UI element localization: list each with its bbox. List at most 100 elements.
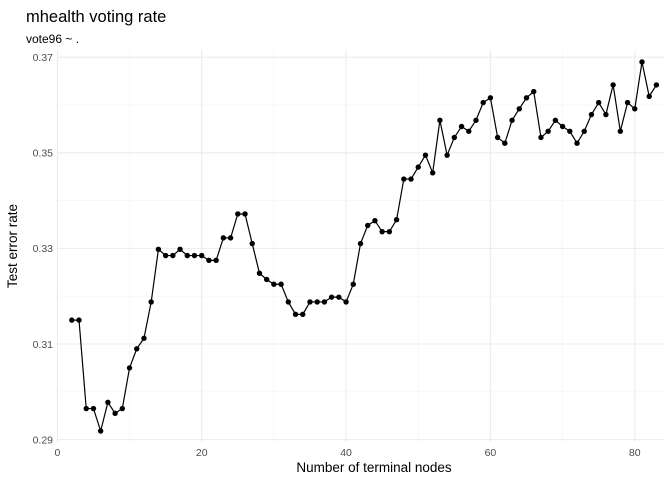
data-point	[328, 294, 335, 300]
data-point	[487, 95, 494, 101]
data-point	[617, 128, 624, 134]
x-tick-label: 40	[340, 447, 352, 459]
data-point	[401, 176, 407, 182]
data-point	[191, 252, 198, 259]
data-point	[458, 123, 465, 130]
data-point	[545, 128, 551, 134]
data-point	[220, 235, 227, 241]
data-point	[256, 270, 263, 276]
data-point	[227, 235, 234, 241]
data-point	[278, 281, 284, 287]
data-point	[444, 152, 450, 158]
chart-title: mhealth voting rate	[26, 8, 166, 26]
data-point	[119, 405, 126, 412]
data-point	[90, 405, 97, 412]
data-point	[559, 123, 566, 130]
data-point	[134, 346, 140, 352]
y-axis-ticks: 0.29 0.31 0.33 0.35 0.37	[33, 52, 54, 446]
data-point	[531, 88, 537, 95]
data-point	[177, 246, 183, 253]
data-point	[393, 217, 400, 223]
data-point	[199, 252, 205, 259]
gridlines	[56, 50, 664, 442]
data-point	[567, 128, 573, 134]
data-point	[343, 299, 349, 305]
data-point	[422, 152, 429, 158]
series-line	[71, 61, 657, 434]
data-point	[97, 428, 104, 434]
data-point	[372, 217, 378, 224]
data-point	[184, 252, 190, 259]
x-tick-label: 60	[485, 447, 497, 459]
y-tick-label: 0.29	[33, 434, 54, 446]
data-point	[162, 252, 169, 259]
data-point	[595, 99, 602, 106]
data-point	[415, 164, 421, 170]
data-point	[105, 399, 111, 406]
data-point	[235, 211, 241, 217]
data-point	[141, 335, 147, 341]
data-point	[646, 93, 652, 100]
data-point	[552, 117, 559, 123]
data-point	[69, 317, 75, 323]
data-point	[321, 299, 328, 305]
data-point	[126, 365, 133, 371]
y-tick-label: 0.37	[33, 52, 54, 64]
data-point	[148, 299, 154, 305]
data-point	[437, 117, 443, 123]
series-group	[69, 59, 660, 434]
data-point	[624, 99, 631, 106]
data-point	[249, 240, 255, 247]
data-point	[242, 211, 248, 217]
data-point	[213, 257, 219, 264]
x-axis-title: Number of terminal nodes	[296, 460, 452, 475]
data-point	[516, 106, 522, 112]
data-point	[271, 281, 277, 287]
data-point	[523, 95, 530, 101]
chart-subtitle: vote96 ~ .	[26, 32, 79, 46]
data-point	[386, 228, 393, 235]
data-point	[581, 128, 587, 134]
data-point	[473, 117, 479, 123]
data-point	[357, 240, 364, 247]
data-point	[494, 134, 501, 141]
data-point	[538, 134, 544, 141]
data-point	[307, 299, 313, 305]
data-point	[509, 117, 515, 123]
data-point	[588, 111, 595, 118]
x-tick-label: 80	[629, 447, 641, 459]
data-point	[263, 276, 270, 283]
data-point	[350, 281, 356, 287]
data-point	[285, 299, 292, 305]
y-tick-label: 0.35	[33, 148, 54, 160]
data-point	[502, 140, 508, 146]
data-point	[466, 128, 472, 134]
data-point	[574, 140, 580, 146]
data-point	[365, 222, 371, 229]
y-tick-label: 0.31	[33, 339, 54, 351]
data-point	[76, 317, 82, 323]
data-point	[429, 170, 436, 176]
y-axis-title: Test error rate	[5, 204, 20, 288]
x-tick-label: 0	[54, 447, 60, 459]
data-point	[408, 176, 414, 182]
data-point	[379, 228, 385, 235]
data-point	[170, 252, 176, 259]
data-point	[314, 299, 320, 305]
x-axis-ticks: 0 20 40 60 80	[54, 447, 640, 459]
data-point	[632, 106, 638, 112]
data-point	[112, 410, 118, 417]
data-point	[300, 311, 306, 318]
data-point	[639, 59, 645, 65]
data-point	[653, 82, 660, 88]
y-tick-label: 0.33	[33, 243, 54, 255]
data-point	[336, 294, 342, 300]
x-tick-label: 20	[196, 447, 208, 459]
data-point	[155, 246, 162, 253]
data-point	[480, 99, 486, 106]
data-point	[603, 111, 609, 118]
data-point	[451, 134, 458, 141]
data-point	[206, 257, 212, 264]
data-point	[610, 82, 616, 88]
